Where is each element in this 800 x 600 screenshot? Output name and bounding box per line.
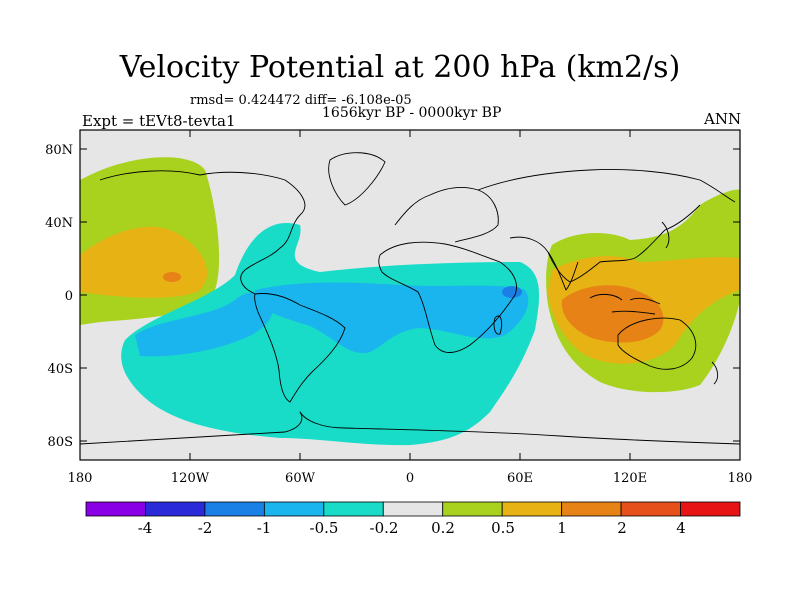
experiment-label: Expt = tEVt8-tevta1 xyxy=(82,112,236,130)
colorbar-label: -2 xyxy=(198,519,213,537)
lon-tick-label: 60E xyxy=(507,471,533,486)
colorbar-labels: -4 -2 -1 -0.5 -0.2 0.2 0.5 1 2 4 xyxy=(138,519,686,537)
coast-japan xyxy=(661,221,670,249)
colorbar-swatch xyxy=(263,501,325,517)
contour-pacific-blue xyxy=(135,292,274,357)
colorbar-label: -0.5 xyxy=(310,519,339,537)
lon-tick-label: 0 xyxy=(406,471,414,486)
chart-title: Velocity Potential at 200 hPa (km2/s) xyxy=(119,50,681,85)
contour-indopacific-core xyxy=(561,285,664,343)
colorbar-swatch xyxy=(501,501,563,517)
coast-new-zealand xyxy=(711,361,719,385)
lon-tick-label: 180 xyxy=(68,471,93,486)
lat-tick-label: 80N xyxy=(45,143,73,158)
colorbar-swatch xyxy=(382,501,444,517)
colorbar-swatch xyxy=(561,501,622,517)
lat-tick-label: 80S xyxy=(48,435,73,450)
contour-fills xyxy=(80,157,740,446)
lon-tick-label: 120W xyxy=(171,471,210,486)
lat-tick-label: 40S xyxy=(48,362,73,377)
tick-marks xyxy=(79,130,741,460)
lat-tick-label: 0 xyxy=(65,289,73,304)
contour-atlantic-blue xyxy=(255,282,529,354)
colorbar-label: -4 xyxy=(138,519,153,537)
colorbar xyxy=(85,501,741,517)
coast-south-america xyxy=(254,293,346,403)
lon-tick-label: 60W xyxy=(285,471,316,486)
contour-pacific-core xyxy=(163,272,181,282)
colorbar-label: -0.2 xyxy=(370,519,399,537)
colorbar-swatch xyxy=(145,501,206,517)
colorbar-swatch xyxy=(204,501,265,517)
colorbar-swatch xyxy=(620,501,681,517)
lon-tick-label: 120E xyxy=(613,471,647,486)
colorbar-swatch xyxy=(442,501,503,517)
lat-tick-label: 40N xyxy=(45,216,73,231)
colorbar-swatch xyxy=(323,501,384,517)
period-line: 1656kyr BP - 0000kyr BP xyxy=(322,105,502,121)
lon-tick-labels: 180 120W 60W 0 60E 120E 180 xyxy=(68,471,753,486)
coast-greenland xyxy=(328,152,386,206)
season-label: ANN xyxy=(704,110,742,128)
stats-line: rmsd= 0.424472 diff= -6.108e-05 xyxy=(190,93,412,108)
colorbar-label: 0.2 xyxy=(431,519,455,537)
coast-australia xyxy=(617,317,697,370)
colorbar-label: -1 xyxy=(257,519,272,537)
coast-north-america xyxy=(99,170,306,295)
coast-india xyxy=(547,251,579,291)
colorbar-swatch xyxy=(85,501,146,517)
coast-antarctica xyxy=(79,411,741,445)
coastlines xyxy=(79,152,741,445)
colorbar-label: 0.5 xyxy=(491,519,515,537)
coast-indonesia xyxy=(589,293,661,315)
colorbar-swatch xyxy=(680,501,741,517)
coast-africa xyxy=(378,241,517,353)
contour-africa-core xyxy=(502,286,522,298)
lon-tick-label: 180 xyxy=(728,471,753,486)
colorbar-label: 4 xyxy=(676,519,686,537)
lat-tick-labels: 80N 40N 0 40S 80S xyxy=(45,143,73,450)
coast-madagascar xyxy=(493,315,503,335)
colorbar-label: 1 xyxy=(557,519,567,537)
colorbar-label: 2 xyxy=(617,519,627,537)
